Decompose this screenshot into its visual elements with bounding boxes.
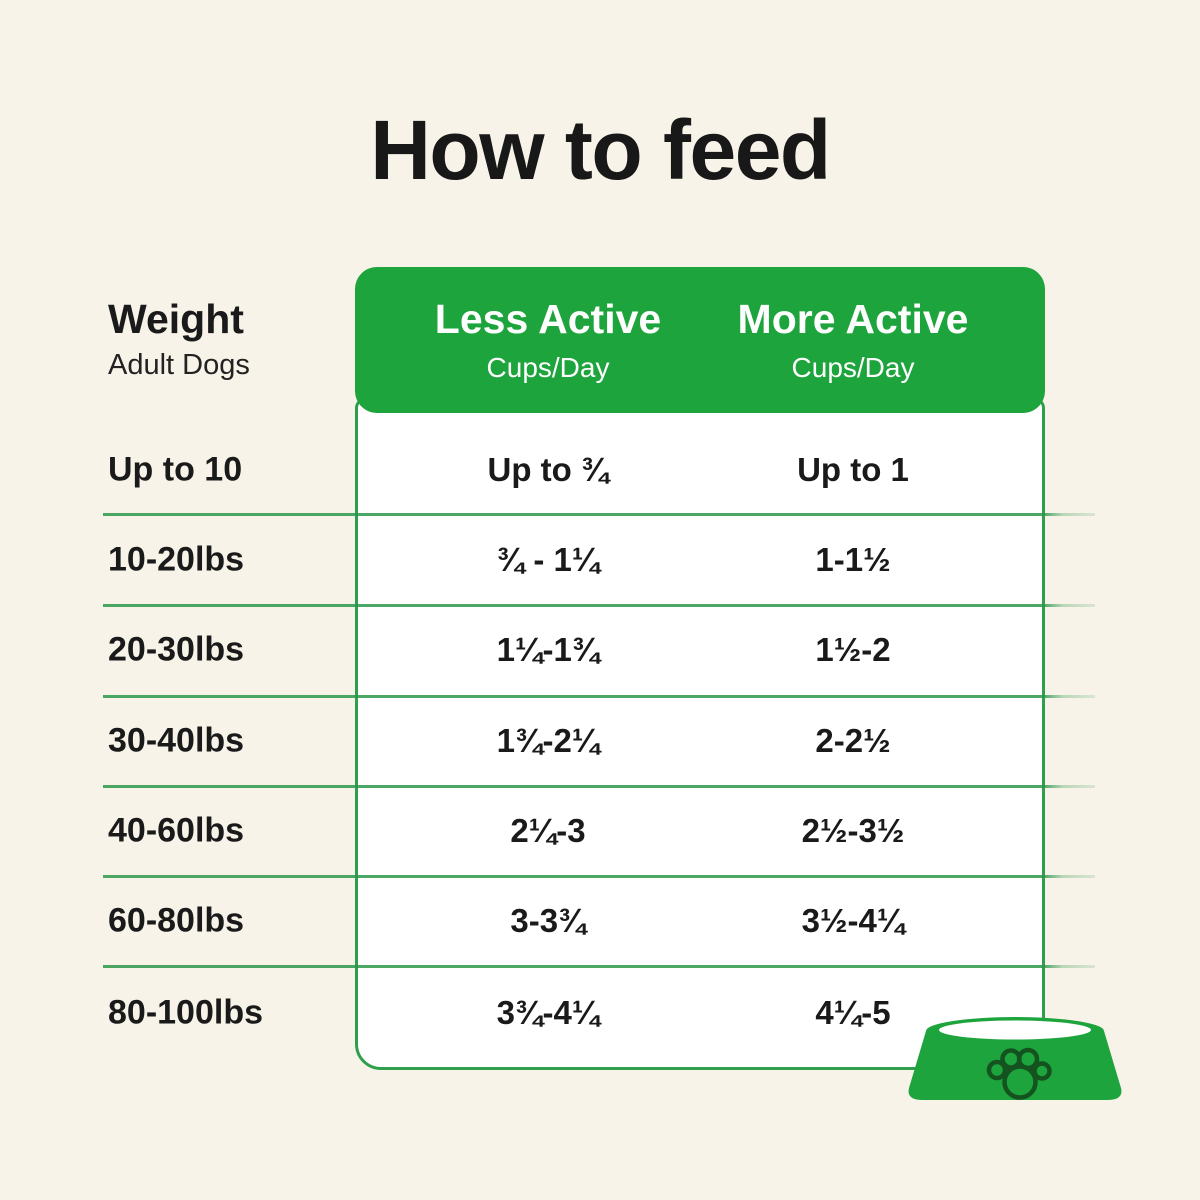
weight-column-header: Weight Adult Dogs <box>108 296 250 382</box>
table-row: 10-20lbs ¾ - 1¼ 1-1½ <box>103 515 1095 605</box>
weight-cell: 60-80lbs <box>108 901 245 940</box>
more-active-cell: 2½-3½ <box>801 812 905 849</box>
table-body-panel <box>355 398 1045 1070</box>
page-title: How to feed <box>370 103 831 197</box>
table-row: 60-80lbs 3-3¾ 3½-4¼ <box>103 876 1095 966</box>
row-divider <box>103 785 1095 788</box>
column-header-less-active: Less Active Cups/Day <box>435 267 661 413</box>
table-row: 30-40lbs 1¾-2¼ 2-2½ <box>103 696 1095 786</box>
paw-print-icon <box>986 1047 1052 1100</box>
weight-cell: 40-60lbs <box>108 811 245 850</box>
less-active-cell: 3¾-4¼ <box>496 994 600 1031</box>
weight-cell: 30-40lbs <box>108 721 245 760</box>
table-row: 20-30lbs 1¼-1¾ 1½-2 <box>103 605 1095 695</box>
less-active-cell: 1¾-2¼ <box>496 722 600 759</box>
more-active-cell: 1½-2 <box>815 631 891 668</box>
weight-label: Weight <box>108 296 244 342</box>
table-header-band: Less Active Cups/Day More Active Cups/Da… <box>355 267 1045 413</box>
column-header-more-active: More Active Cups/Day <box>738 267 969 413</box>
row-divider <box>103 965 1095 968</box>
weight-cell: Up to 10 <box>108 450 243 489</box>
weight-cell: 20-30lbs <box>108 630 245 669</box>
more-active-cell: 1-1½ <box>815 541 891 578</box>
less-active-cell: 2¼-3 <box>510 812 586 849</box>
row-divider <box>103 513 1095 516</box>
less-active-cell: ¾ - 1¼ <box>496 541 600 578</box>
less-active-sublabel: Cups/Day <box>486 352 610 383</box>
more-active-cell: 2-2½ <box>815 722 891 759</box>
row-divider <box>103 695 1095 698</box>
more-active-cell: 4¼-5 <box>815 994 891 1031</box>
weight-cell: 10-20lbs <box>108 540 245 579</box>
row-divider <box>103 875 1095 878</box>
weight-sublabel: Adult Dogs <box>108 349 250 382</box>
less-active-cell: 1¼-1¾ <box>496 631 600 668</box>
table-row: 40-60lbs 2¼-3 2½-3½ <box>103 786 1095 876</box>
less-active-label: Less Active <box>434 296 662 342</box>
dog-bowl-icon <box>908 1017 1122 1100</box>
table-row: Up to 10 Up to ¾ Up to 1 <box>103 425 1095 515</box>
table-row: 80-100lbs 3¾-4¼ 4¼-5 <box>103 968 1095 1058</box>
less-active-cell: Up to ¾ <box>487 451 609 488</box>
weight-cell: 80-100lbs <box>108 993 263 1032</box>
more-active-sublabel: Cups/Day <box>791 352 915 383</box>
row-divider <box>103 604 1095 607</box>
less-active-cell: 3-3¾ <box>510 902 586 939</box>
more-active-cell: Up to 1 <box>797 451 909 488</box>
more-active-label: More Active <box>737 296 969 342</box>
more-active-cell: 3½-4¼ <box>801 902 905 939</box>
